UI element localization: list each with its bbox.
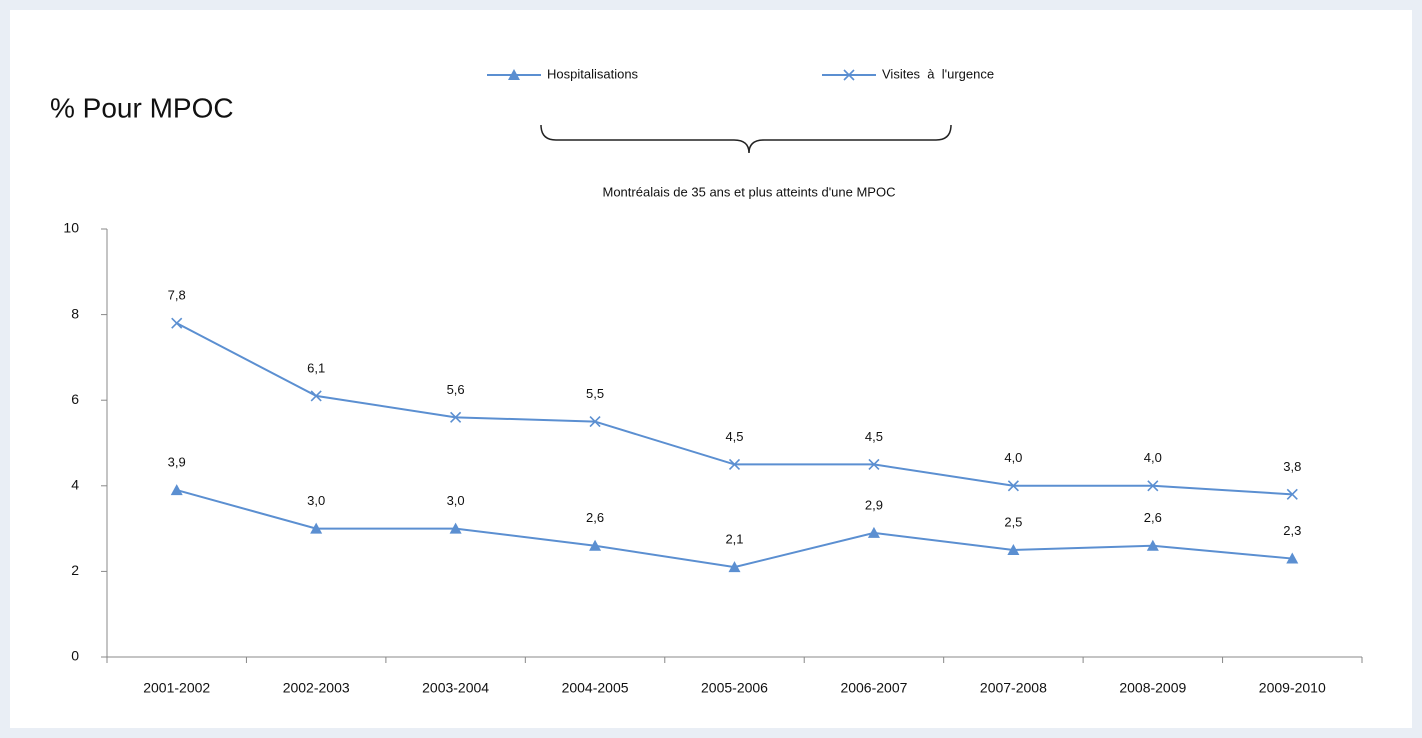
data-label: 3,0 [447, 493, 465, 508]
point [1146, 539, 1159, 551]
data-label: 4,0 [1004, 450, 1022, 465]
y-tick-label: 2 [71, 562, 79, 578]
data-label: 7,8 [168, 288, 186, 303]
y-tick-label: 0 [71, 648, 79, 664]
x-tick-label: 2002-2003 [283, 680, 350, 696]
x-tick-label: 2008-2009 [1119, 680, 1186, 696]
point [310, 522, 323, 534]
y-tick-label: 6 [71, 391, 79, 407]
x-tick-label: 2003-2004 [422, 680, 489, 696]
data-label: 3,9 [168, 455, 186, 470]
point [1286, 552, 1299, 564]
data-label: 2,3 [1283, 523, 1301, 538]
x-tick-label: 2001-2002 [143, 680, 210, 696]
data-label: 2,1 [725, 532, 743, 547]
data-label: 3,0 [307, 493, 325, 508]
chart-title: % Pour MPOC [50, 92, 234, 123]
point [449, 522, 462, 534]
brace [540, 124, 952, 154]
data-label: 2,6 [1144, 510, 1162, 525]
data-label: 4,5 [725, 429, 743, 444]
point [450, 411, 462, 423]
data-label: 3,8 [1283, 459, 1301, 474]
legend-label: Hospitalisations [547, 66, 639, 81]
point [171, 317, 183, 329]
point [1286, 488, 1298, 500]
point [868, 458, 880, 470]
point [728, 458, 741, 470]
x-tick-label: 2004-2005 [562, 680, 629, 696]
data-label: 4,5 [865, 429, 883, 444]
data-label: 2,9 [865, 497, 883, 512]
point [170, 484, 183, 496]
x-tick-label: 2009-2010 [1259, 680, 1326, 696]
point [589, 539, 602, 551]
legend-label: Visites à l'urgence [882, 66, 994, 81]
point [1147, 480, 1159, 492]
y-tick-label: 8 [71, 305, 79, 321]
data-label: 5,5 [586, 386, 604, 401]
data-label: 2,5 [1004, 514, 1022, 529]
panel [10, 10, 1412, 728]
data-label: 6,1 [307, 360, 325, 375]
point [310, 390, 322, 402]
point [1007, 480, 1019, 492]
point [867, 526, 880, 538]
point [589, 416, 601, 428]
legend-marker [843, 69, 855, 81]
y-tick-label: 4 [71, 477, 79, 493]
point [728, 561, 741, 573]
x-tick-label: 2006-2007 [840, 680, 907, 696]
data-label: 4,0 [1144, 450, 1162, 465]
x-tick-label: 2005-2006 [701, 680, 768, 696]
x-tick-label: 2007-2008 [980, 680, 1047, 696]
legend-marker [508, 69, 520, 80]
y-tick-label: 10 [63, 220, 79, 236]
point [1007, 544, 1020, 555]
data-label: 2,6 [586, 510, 604, 525]
annotation: Montréalais de 35 ans et plus atteints d… [603, 184, 896, 199]
data-label: 5,6 [447, 382, 465, 397]
